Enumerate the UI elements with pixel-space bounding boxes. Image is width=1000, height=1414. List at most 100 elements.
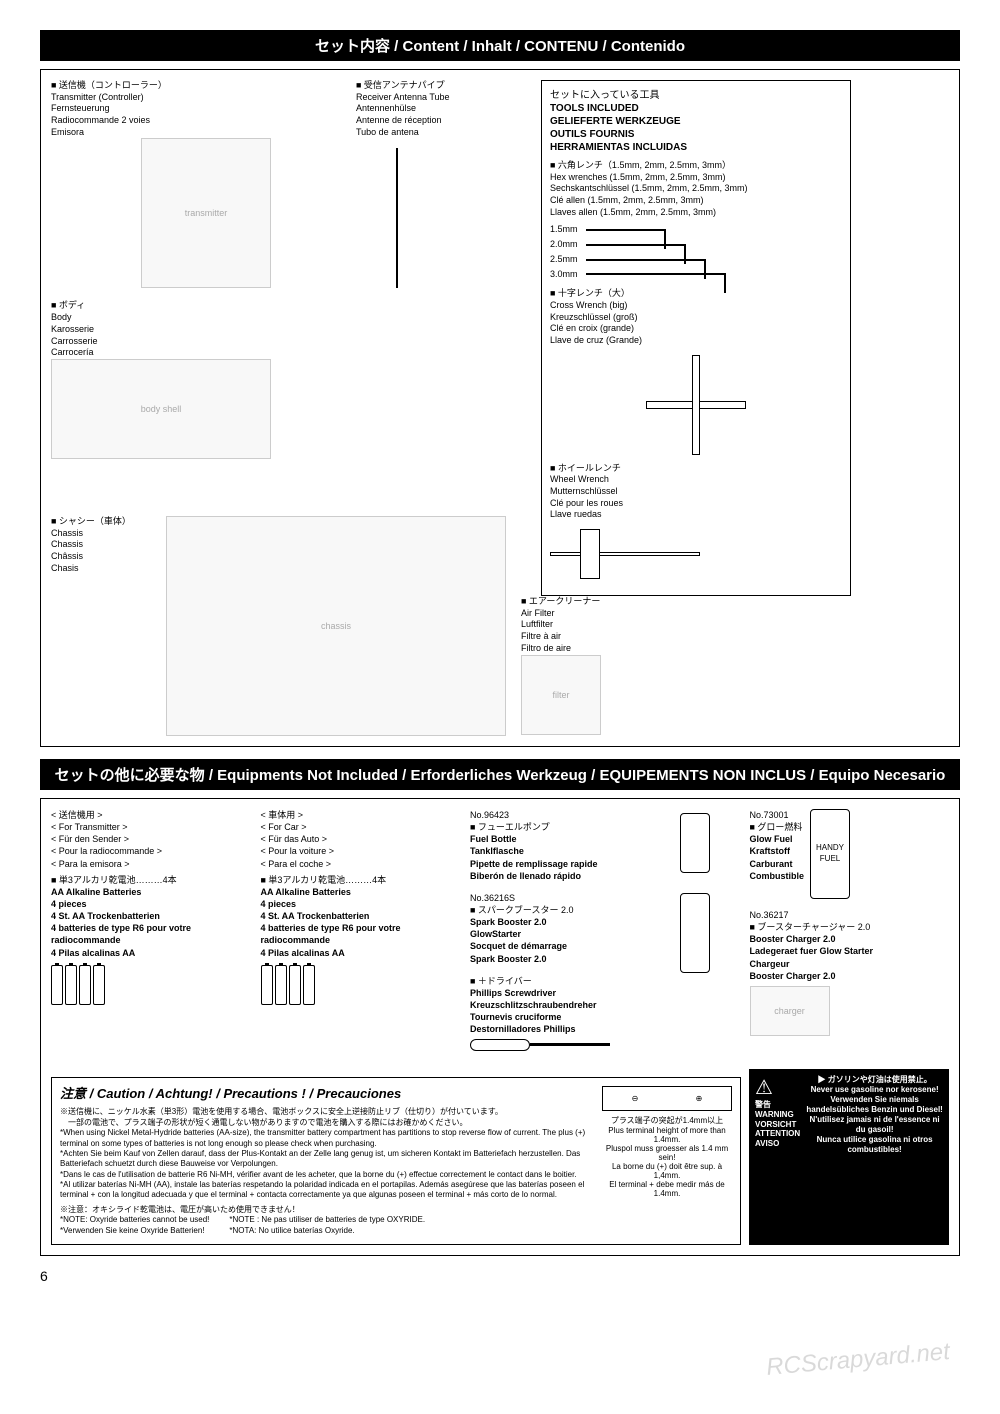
car-hdr-2: < Für das Auto > [261, 833, 461, 845]
antenna-image [396, 148, 398, 288]
warn-fr: N'utilisez jamais ni de l'essence ni du … [806, 1115, 943, 1135]
cross-wrench-icon [646, 355, 746, 455]
aa-de: 4 St. AA Trockenbatterien [51, 910, 251, 922]
wheel-es: Llave ruedas [550, 509, 842, 521]
screw-en: Phillips Screwdriver [470, 987, 670, 999]
screwdriver-icon [470, 1039, 610, 1051]
car-hdr-0: < 車体用 > [261, 809, 461, 821]
chassis-fr: Châssis [51, 551, 151, 563]
spark-es: Spark Booster 2.0 [470, 953, 670, 965]
transmitter-de: Fernsteuerung [51, 103, 341, 115]
chassis-de: Chassis [51, 539, 151, 551]
transmitter-image: transmitter [141, 138, 271, 288]
body-jp: ■ ボディ [51, 300, 341, 312]
equip-car-col: < 車体用 > < For Car > < Für das Auto > < P… [261, 809, 461, 1061]
equip-tx-col: < 送信機用 > < For Transmitter > < Für den S… [51, 809, 251, 1061]
batteries-icon [51, 965, 251, 1005]
hex-icon [586, 273, 726, 275]
tools-header-en: TOOLS INCLUDED [550, 102, 842, 115]
hex-jp: ■ 六角レンチ（1.5mm, 2mm, 2.5mm, 3mm） [550, 160, 842, 172]
glow-de: Kraftstoff [750, 845, 805, 857]
terminal-diagram: ⊖⊕ プラス端子の突起が1.4mm以上 Plus terminal height… [602, 1086, 732, 1236]
glow-es: Combustible [750, 870, 805, 882]
terminal-fr: La borne du (+) doit être sup. à 1,4mm. [602, 1162, 732, 1180]
warn-lbl-1: WARNING [755, 1110, 800, 1120]
airfilter-block: ■ エアークリーナー Air Filter Luftfilter Filtre … [521, 596, 641, 654]
tx-hdr-2: < Für den Sender > [51, 833, 251, 845]
screw-fr: Tournevis cruciforme [470, 1011, 670, 1023]
caution-fr: *Dans le cas de l'utilisation de batteri… [60, 1170, 592, 1180]
body-fr: Carrosserie [51, 336, 341, 348]
hex-fr: Clé allen (1.5mm, 2mm, 2.5mm, 3mm) [550, 195, 842, 207]
body-de: Karosserie [51, 324, 341, 336]
warn-es: Nunca utilice gasolina ni otros combusti… [806, 1135, 943, 1155]
transmitter-es: Emisora [51, 127, 341, 139]
spark-booster-icon [680, 893, 710, 973]
cross-jp: ■ 十字レンチ（大） [550, 288, 842, 300]
airfilter-jp: ■ エアークリーナー [521, 596, 641, 608]
warn-lbl-4: AVISO [755, 1139, 800, 1149]
body-es: Carrocería [51, 347, 341, 359]
tools-header-es: HERRAMIENTAS INCLUIDAS [550, 141, 842, 154]
cross-es: Llave de cruz (Grande) [550, 335, 842, 347]
warn-lbl-0: 警告 [755, 1100, 800, 1110]
glow-no: No.73001 [750, 809, 805, 821]
section2-header: セットの他に必要な物 / Equipments Not Included / E… [40, 759, 960, 790]
antenna-block: ■ 受信アンテナパイプ Receiver Antenna Tube Antenn… [356, 80, 526, 288]
glow-fuel-icon: HANDY FUEL [810, 809, 850, 899]
chassis-en: Chassis [51, 528, 151, 540]
cross-en: Cross Wrench (big) [550, 300, 842, 312]
tools-header-jp: セットに入っている工具 [550, 89, 842, 102]
boost-jp: ■ ブースターチャージャー 2.0 [750, 921, 950, 933]
glow-jp: ■ グロー燃料 [750, 821, 805, 833]
tools-header-fr: OUTILS FOURNIS [550, 128, 842, 141]
tx-hdr-4: < Para la emisora > [51, 858, 251, 870]
fuel-bottle-icon [680, 813, 710, 873]
tx-hdr-0: < 送信機用 > [51, 809, 251, 821]
screw-jp: ■ ＋ドライバー [470, 975, 670, 987]
antenna-fr: Antenne de réception [356, 115, 526, 127]
boost-fr: Chargeur [750, 958, 950, 970]
spark-no: No.36216S [470, 892, 670, 904]
tools-header-de: GELIEFERTE WERKZEUGE [550, 115, 842, 128]
fuel-en: Fuel Bottle [470, 833, 670, 845]
car-hdr-1: < For Car > [261, 821, 461, 833]
aa-en: AA Alkaline Batteries [51, 886, 251, 898]
aa-es: 4 Pilas alcalinas AA [51, 947, 251, 959]
cross-wrench-item: ■ 十字レンチ（大） Cross Wrench (big) Kreuzschlü… [550, 288, 842, 454]
note-en: *NOTE: Oxyride batteries cannot be used! [60, 1215, 209, 1225]
caution-jp2: 一部の電池で、プラス端子の形状が短く通電しない物がありますので電池を購入する際に… [60, 1118, 592, 1128]
section1-header: セット内容 / Content / Inhalt / CONTENU / Con… [40, 30, 960, 61]
terminal-de: Pluspol muss groesser als 1.4 mm sein! [602, 1144, 732, 1162]
aa-fr: 4 batteries de type R6 pour votre radioc… [51, 922, 251, 946]
warn-lbl-2: VORSICHT [755, 1120, 800, 1130]
aa2-en: AA Alkaline Batteries [261, 886, 461, 898]
caution-box: 注意 / Caution / Achtung! / Precautions ! … [51, 1077, 741, 1245]
chassis-es: Chasis [51, 563, 151, 575]
car-hdr-4: < Para el coche > [261, 858, 461, 870]
hex-en: Hex wrenches (1.5mm, 2mm, 2.5mm, 3mm) [550, 172, 842, 184]
body-image: body shell [51, 359, 271, 459]
wheel-de: Mutternschlüssel [550, 486, 842, 498]
airfilter-en: Air Filter [521, 608, 641, 620]
hex-size-1: 2.0mm [550, 239, 578, 251]
wheel-wrench-item: ■ ホイールレンチ Wheel Wrench Mutternschlüssel … [550, 463, 842, 579]
car-hdr-3: < Pour la voiture > [261, 845, 461, 857]
aa2-qty: 4 pieces [261, 898, 461, 910]
wheel-fr: Clé pour les roues [550, 498, 842, 510]
antenna-jp: ■ 受信アンテナパイプ [356, 80, 526, 92]
warning-box: ⚠ 警告 WARNING VORSICHT ATTENTION AVISO ▶ … [749, 1069, 949, 1245]
cross-de: Kreuzschlüssel (groß) [550, 312, 842, 324]
terminal-es: El terminal + debe medir más de 1.4mm. [602, 1180, 732, 1198]
equip-icons-col [680, 809, 740, 1061]
transmitter-en: Transmitter (Controller) [51, 92, 341, 104]
fuel-de: Tanklflasche [470, 845, 670, 857]
caution-jp1: ※送信機に、ニッケル水素（単3形）電池を使用する場合、電池ボックスに安全上逆接防… [60, 1107, 592, 1117]
tx-hdr-3: < Pour la radiocommande > [51, 845, 251, 857]
aa2-jp: ■ 単3アルカリ乾電池………4本 [261, 874, 461, 886]
fuel-jp: ■ フューエルポンプ [470, 821, 670, 833]
aa-jp: ■ 単3アルカリ乾電池………4本 [51, 874, 251, 886]
fuel-no: No.96423 [470, 809, 670, 821]
aa-qty: 4 pieces [51, 898, 251, 910]
aa2-de: 4 St. AA Trockenbatterien [261, 910, 461, 922]
